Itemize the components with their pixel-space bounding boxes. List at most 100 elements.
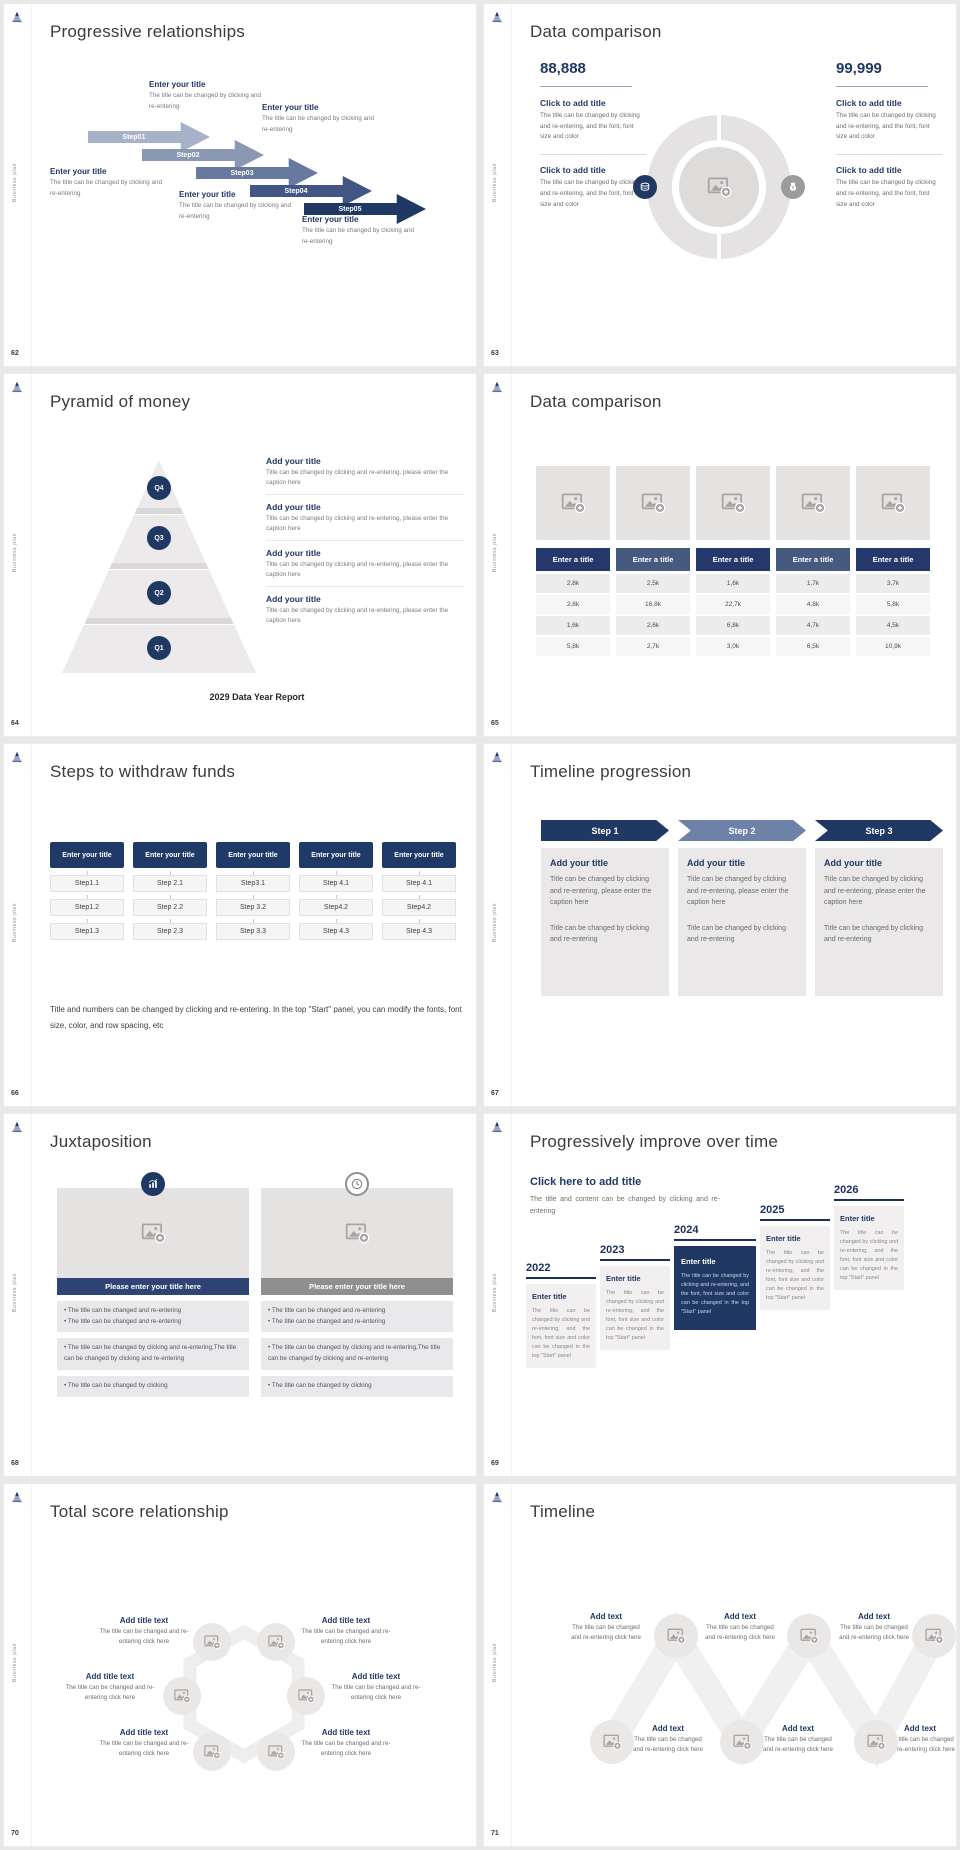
table-cell: 6,5k	[776, 637, 850, 656]
table-cell: 2,6k	[616, 616, 690, 635]
bullet-block: The title can be changed and re-entering…	[57, 1301, 249, 1333]
slide-66[interactable]: Business plan 66 Steps to withdraw funds…	[4, 744, 476, 1106]
donut-diagram	[647, 115, 791, 259]
slide-70[interactable]: Business plan 70 Total score relationshi…	[4, 1484, 476, 1846]
slide-67[interactable]: Business plan 67 Timeline progression St…	[484, 744, 956, 1106]
step-label: Step05	[338, 205, 362, 213]
slide-64[interactable]: Business plan 64 Pyramid of money Q4 Q3 Q2…	[4, 374, 476, 736]
header-label: Enter a title	[552, 555, 594, 564]
text-block: Add your title Title can be changed by c…	[266, 502, 464, 542]
cell-value: 1,6k	[726, 580, 740, 587]
slide-rail: Business plan 62	[4, 4, 32, 366]
step-column: Enter your title Step1.1 Step1.2 Step1.3	[50, 842, 124, 940]
panel-title: Enter title	[840, 1214, 875, 1223]
table-cell: 1,7k	[776, 574, 850, 593]
block-body: Title can be changed by clicking and re-…	[687, 876, 789, 907]
table-cell: 4,7k	[776, 616, 850, 635]
node-text: Add text The title can be changed and re…	[762, 1724, 834, 1754]
pyramid-level-badge: Q4	[147, 476, 171, 500]
node-body: The title can be changed and re-entering…	[331, 1684, 421, 1701]
image-placeholder-icon	[706, 174, 732, 200]
step-cell: Step4.2	[299, 895, 373, 916]
step-cell: Step4.2	[382, 895, 456, 916]
cell-value: 3,0k	[726, 643, 740, 650]
block-body: Title can be changed by clicking and re-…	[824, 876, 926, 907]
slide-65[interactable]: Business plan 65 Data comparison Enter a…	[484, 374, 956, 736]
node-title: Add text	[590, 1612, 622, 1621]
step-cell: Step 4.3	[382, 919, 456, 940]
slide-63[interactable]: Business plan 63 Data comparison 88,888 …	[484, 4, 956, 366]
divider	[540, 86, 632, 87]
block-title: Enter your title	[50, 167, 107, 176]
slide-title: Total score relationship	[50, 1502, 229, 1521]
image-placeholder	[163, 1677, 201, 1715]
node-body: The title can be changed and re-entering…	[885, 1736, 955, 1753]
table-cell: 6,8k	[696, 616, 770, 635]
node-text: Add text The title can be changed and re…	[884, 1724, 956, 1754]
image-placeholder-icon	[924, 1626, 944, 1646]
node-title: Add text	[652, 1724, 684, 1733]
step-cell: Step 3.3	[216, 919, 290, 940]
slide-title: Progressive relationships	[50, 22, 245, 41]
node-title: Add title text	[119, 1728, 169, 1737]
bullet-item: The title can be changed by clicking	[64, 1381, 242, 1392]
level-label: Q1	[154, 644, 164, 652]
slide-62[interactable]: Business plan 62 Progressive relationshi…	[4, 4, 476, 366]
vertical-brand-label: Business plan	[492, 903, 498, 943]
slide-rail: Business plan 69	[484, 1114, 512, 1476]
bullet-item: The title can be changed by clicking and…	[64, 1343, 242, 1364]
year-label: 2022	[526, 1262, 596, 1279]
node-title: Add text	[904, 1724, 936, 1733]
year-column: 2023 Enter title The title can be change…	[600, 1244, 670, 1350]
block-title: Add your title	[266, 502, 321, 513]
level-label: Q3	[154, 534, 164, 542]
cell-value: 4,7k	[806, 622, 820, 629]
slide-68[interactable]: Business plan 68 Juxtaposition Please en…	[4, 1114, 476, 1476]
text-block: Add your title Title can be changed by c…	[266, 594, 464, 632]
cell-value: 3,7k	[886, 580, 900, 587]
slide-title: Data comparison	[530, 22, 662, 41]
node-body: The title can be changed and re-entering…	[301, 1628, 391, 1645]
node-title: Add text	[858, 1612, 890, 1621]
panel-body: The title can be changed by clicking and…	[681, 1273, 749, 1315]
image-placeholder-icon	[866, 1732, 886, 1752]
step-cell: Step1.3	[50, 919, 124, 940]
node-text: Add title text The title can be changed …	[94, 1728, 194, 1758]
money-bag-icon	[786, 180, 800, 194]
block-body: Title can be changed by clicking and re-…	[266, 469, 449, 487]
step-cell: Step 2.3	[133, 919, 207, 940]
panel-body: The title can be changed by clicking and…	[840, 1230, 898, 1281]
panel-title: Enter title	[606, 1274, 641, 1283]
page-number: 69	[491, 1460, 499, 1467]
page-number: 71	[491, 1830, 499, 1837]
slide-69[interactable]: Business plan 69 Progressively improve o…	[484, 1114, 956, 1476]
panel-body: The title can be changed by clicking and…	[532, 1308, 590, 1359]
image-placeholder	[654, 1614, 698, 1658]
header-label: Enter a title	[792, 555, 834, 564]
table-cell: 4,5k	[856, 616, 930, 635]
image-placeholder	[57, 1188, 249, 1278]
slide-71[interactable]: Business plan 71 Timeline Add text The t…	[484, 1484, 956, 1846]
column-header: Enter your title	[299, 842, 373, 868]
block-title: Add your title	[266, 548, 321, 559]
slide-rail: Business plan 64	[4, 374, 32, 736]
text-block: Enter your title The title can be change…	[149, 80, 269, 112]
year-label: 2024	[674, 1224, 756, 1241]
year-column: 2025 Enter title The title can be change…	[760, 1204, 830, 1310]
image-placeholder	[193, 1623, 231, 1661]
logo-icon	[490, 10, 504, 24]
table-header-cell: Enter a title	[536, 548, 610, 571]
image-placeholder	[616, 466, 690, 540]
clock-icon	[350, 1177, 364, 1191]
page-number: 63	[491, 350, 499, 357]
year-column: 2024 Enter title The title can be change…	[674, 1224, 756, 1330]
page-number: 66	[11, 1090, 19, 1097]
slide-rail: Business plan 70	[4, 1484, 32, 1846]
block-title: Click to add title	[836, 98, 902, 108]
image-placeholder	[679, 147, 759, 227]
cell-value: 6,8k	[726, 622, 740, 629]
node-body: The title can be changed and re-entering…	[99, 1740, 189, 1757]
column-header: Enter your title	[382, 842, 456, 868]
node-body: The title can be changed and re-entering…	[99, 1628, 189, 1645]
